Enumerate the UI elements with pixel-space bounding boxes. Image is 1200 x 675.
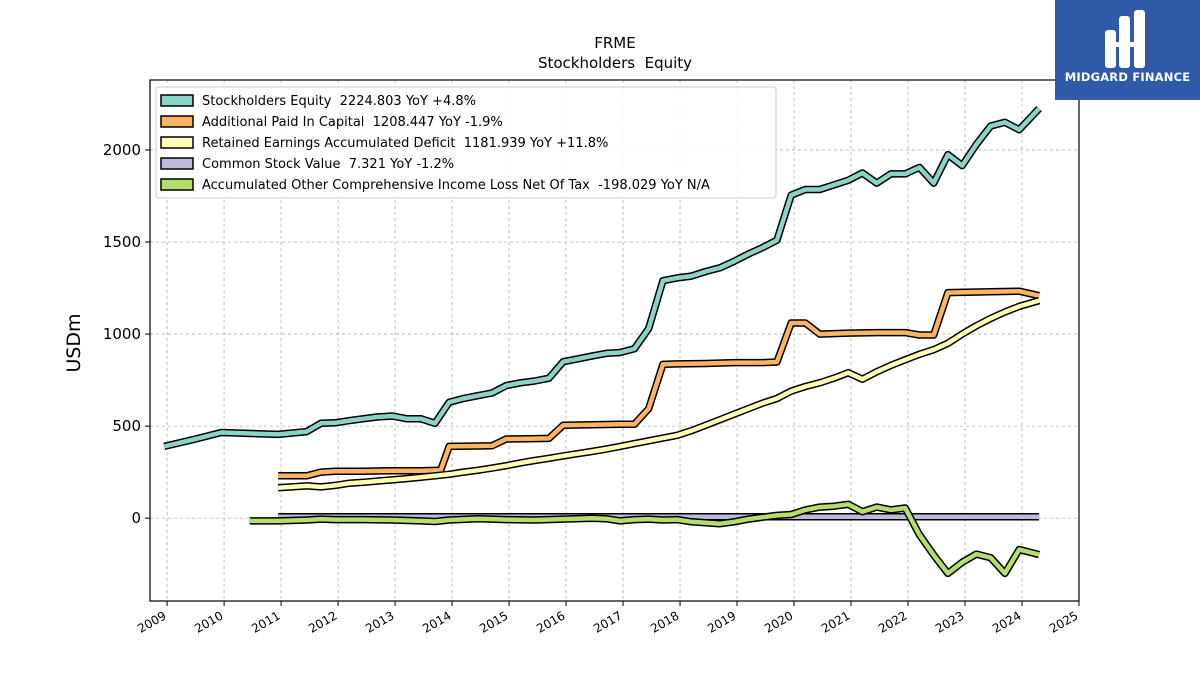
legend-label: Accumulated Other Comprehensive Income L… [202,178,710,193]
x-tick-label: 2020 [762,608,795,635]
series-4 [249,500,1041,578]
x-tick-label: 2016 [534,608,567,635]
x-tick-label: 2019 [705,608,738,635]
legend-swatch [160,115,194,128]
x-tick-label: 2014 [420,608,453,635]
x-tick-label: 2011 [249,608,282,635]
x-tick-label: 2012 [306,608,339,635]
chart-title: FRME [594,34,635,52]
legend-label: Stockholders Equity 2224.803 YoY +4.8% [202,94,476,109]
x-tick-label: 2009 [135,608,168,635]
legend-swatch [160,178,194,191]
axis-ticks: 2009 2010 2011 2012 2013 2014 2015 2016 2017 2018… [103,141,1081,636]
legend-label: Common Stock Value 7.321 YoY -1.2% [202,157,454,172]
legend-item: Additional Paid In Capital 1208.447 YoY … [160,115,503,130]
chart-subtitle: Stockholders Equity [538,54,692,72]
legend-item: Accumulated Other Comprehensive Income L… [160,178,710,193]
x-tick-label: 2022 [876,608,909,635]
legend: Stockholders Equity 2224.803 YoY +4.8% Ad… [155,86,777,199]
series-1 [278,287,1040,480]
y-tick-label: 1000 [103,325,141,343]
legend-item: Common Stock Value 7.321 YoY -1.2% [160,157,454,172]
legend-label: Additional Paid In Capital 1208.447 YoY … [202,115,503,130]
y-tick-label: 2000 [103,141,141,159]
x-tick-label: 2017 [591,608,624,635]
legend-label: Retained Earnings Accumulated Deficit 11… [202,136,608,151]
brand-mark-icon [1105,10,1145,68]
legend-swatch [160,94,194,107]
series-0 [163,106,1042,451]
legend-item: Stockholders Equity 2224.803 YoY +4.8% [160,94,476,109]
x-tick-label: 2010 [192,608,225,635]
x-tick-label: 2021 [819,608,852,635]
brand-name: MIDGARD FINANCE [1064,70,1191,84]
x-tick-label: 2015 [477,608,510,635]
y-axis-label: USDm [63,313,85,372]
y-tick-label: 0 [131,509,141,527]
x-tick-label: 2025 [1047,608,1080,635]
brand-logo: MIDGARD FINANCE [1055,0,1200,100]
plot-frame [149,79,1080,602]
series-line [249,502,1040,576]
series-line [163,107,1041,449]
series-line [278,298,1040,491]
x-tick-label: 2013 [363,608,396,635]
legend-item: Retained Earnings Accumulated Deficit 11… [160,136,608,151]
x-tick-label: 2024 [990,608,1023,635]
y-tick-label: 500 [112,417,141,435]
series-outline [277,296,1041,492]
series-line [278,288,1040,479]
legend-frame [155,86,777,199]
x-tick-label: 2023 [933,608,966,635]
series-lines [163,106,1042,578]
legend-swatch [160,157,194,170]
x-tick-label: 2018 [648,608,681,635]
series-2 [277,296,1041,492]
legend-swatch [160,136,194,149]
y-tick-label: 1500 [103,233,141,251]
